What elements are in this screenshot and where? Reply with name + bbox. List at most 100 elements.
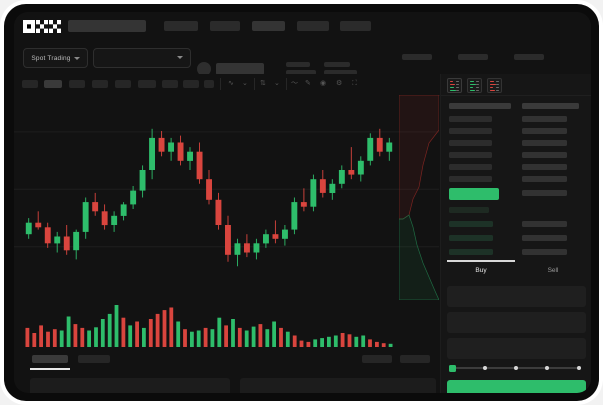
timeframe-5[interactable] xyxy=(115,80,131,88)
ticker-stat-1-value xyxy=(286,70,316,75)
nav-item-2[interactable] xyxy=(210,21,240,31)
chart-footer-tabs xyxy=(14,350,439,372)
chevron-down-icon xyxy=(73,56,80,60)
drawing-line-icon[interactable]: 〜 xyxy=(291,80,298,87)
compare-icon[interactable]: ⇅ xyxy=(260,80,266,87)
account-widget-3[interactable] xyxy=(514,54,544,60)
candlestick-chart-svg xyxy=(14,128,439,347)
tab-buy[interactable]: Buy xyxy=(475,267,487,274)
depth-chart-overlay xyxy=(399,95,439,300)
toolbar-divider xyxy=(220,78,221,90)
orderbook-bid-amount-0[interactable] xyxy=(522,190,567,196)
nav-item-4[interactable] xyxy=(297,21,329,31)
bottom-panel-right[interactable] xyxy=(240,378,436,393)
orderbook-ask-price-2[interactable] xyxy=(449,128,492,134)
timeframe-2[interactable] xyxy=(44,80,62,88)
slider-stop-50[interactable] xyxy=(514,366,518,370)
indicators-icon[interactable]: ∿ xyxy=(228,80,234,87)
order-side-tabs: Buy Sell xyxy=(441,260,591,282)
top-header xyxy=(14,12,591,40)
timeframe-7[interactable] xyxy=(162,80,178,88)
orderbook-bid-amount-2[interactable] xyxy=(522,221,567,227)
slider-stop-100[interactable] xyxy=(577,366,581,370)
timeframe-4[interactable] xyxy=(92,80,108,88)
orderbook-col-price xyxy=(449,103,511,109)
tab-buy-underline xyxy=(447,260,515,262)
chart-footer-action-1[interactable] xyxy=(362,355,392,363)
pair-select[interactable] xyxy=(93,48,191,68)
account-widget-1[interactable] xyxy=(402,54,432,60)
orderbook-bid-price-1[interactable] xyxy=(449,207,489,213)
price-chart[interactable] xyxy=(14,95,439,350)
tab-sell[interactable]: Sell xyxy=(547,267,559,274)
orderbook-ask-amount-4[interactable] xyxy=(522,152,567,158)
okx-logo-icon[interactable] xyxy=(23,20,61,33)
ticker-stat-2-label xyxy=(324,62,350,67)
orderbook-panel: Buy Sell xyxy=(440,74,591,393)
compare-chevron-icon[interactable]: ⌄ xyxy=(274,80,280,87)
timeframe-1[interactable] xyxy=(22,80,38,88)
search-input[interactable] xyxy=(68,20,146,32)
toolbar-divider xyxy=(254,78,255,90)
sub-header: Spot Trading xyxy=(14,40,591,74)
timeframe-9[interactable] xyxy=(204,80,214,88)
orderbook-bid-amount-3[interactable] xyxy=(522,235,567,241)
orderbook-ask-amount-2[interactable] xyxy=(522,128,567,134)
nav-item-3[interactable] xyxy=(252,21,285,31)
market-type-select[interactable]: Spot Trading xyxy=(23,48,88,68)
chart-footer-tab-1-underline xyxy=(30,368,70,370)
timeframe-6[interactable] xyxy=(138,80,156,88)
nav-item-1[interactable] xyxy=(164,21,198,31)
slider-stop-75[interactable] xyxy=(545,366,549,370)
order-price-field[interactable] xyxy=(447,286,586,307)
toolbar-divider xyxy=(286,78,287,90)
orderbook-last-price xyxy=(449,188,499,200)
volume-series xyxy=(25,305,393,347)
nav-item-5[interactable] xyxy=(340,21,371,31)
account-widget-2[interactable] xyxy=(458,54,488,60)
orderbook-ask-amount-1[interactable] xyxy=(522,116,567,122)
orderbook-ask-price-6[interactable] xyxy=(449,176,492,182)
timeframe-3[interactable] xyxy=(69,80,85,88)
chart-footer-action-2[interactable] xyxy=(400,355,430,363)
orderbook-ask-amount-3[interactable] xyxy=(522,140,567,146)
bottom-panel-left[interactable] xyxy=(30,378,230,393)
camera-icon[interactable]: ◉ xyxy=(320,80,327,87)
orderbook-view-modes xyxy=(447,78,502,93)
amount-percent-slider[interactable] xyxy=(449,364,584,372)
chevron-down-icon xyxy=(177,56,183,59)
orderbook-bid-price-4[interactable] xyxy=(449,249,493,255)
settings-gear-icon[interactable]: ⚙ xyxy=(336,80,343,87)
indicators-chevron-icon[interactable]: ⌄ xyxy=(242,80,248,87)
candle-series xyxy=(25,128,393,267)
orderbook-ask-price-5[interactable] xyxy=(449,164,492,170)
orderbook-ask-price-1[interactable] xyxy=(449,116,492,122)
order-total-field[interactable] xyxy=(447,338,586,359)
app-screen: Spot Trading ∿ ⌄ xyxy=(14,12,591,393)
coin-avatar-icon xyxy=(197,62,211,76)
order-amount-field[interactable] xyxy=(447,312,586,333)
orderbook-ask-amount-5[interactable] xyxy=(522,164,567,170)
orderbook-divider xyxy=(441,95,591,96)
orderbook-ask-price-4[interactable] xyxy=(449,152,492,158)
ticker-stat-2-value xyxy=(324,70,357,75)
orderbook-bid-price-3[interactable] xyxy=(449,235,493,241)
orderbook-asks-icon[interactable] xyxy=(487,78,502,93)
orderbook-bids-icon[interactable] xyxy=(467,78,482,93)
chart-footer-tab-1[interactable] xyxy=(32,355,68,363)
orderbook-both-icon[interactable] xyxy=(447,78,462,93)
ticker-stat-1-label xyxy=(286,62,310,67)
slider-handle[interactable] xyxy=(449,365,456,372)
submit-buy-button[interactable] xyxy=(447,380,586,393)
slider-stop-25[interactable] xyxy=(483,366,487,370)
timeframe-8[interactable] xyxy=(183,80,199,88)
pencil-icon[interactable]: ✎ xyxy=(305,80,311,87)
market-type-label: Spot Trading xyxy=(31,54,71,62)
chart-footer-tab-2[interactable] xyxy=(78,355,110,363)
orderbook-ask-price-3[interactable] xyxy=(449,140,492,146)
orderbook-ask-amount-6[interactable] xyxy=(522,176,567,182)
fullscreen-icon[interactable]: ⛶ xyxy=(352,80,357,87)
orderbook-bid-price-2[interactable] xyxy=(449,221,493,227)
orderbook-bid-amount-4[interactable] xyxy=(522,249,567,255)
